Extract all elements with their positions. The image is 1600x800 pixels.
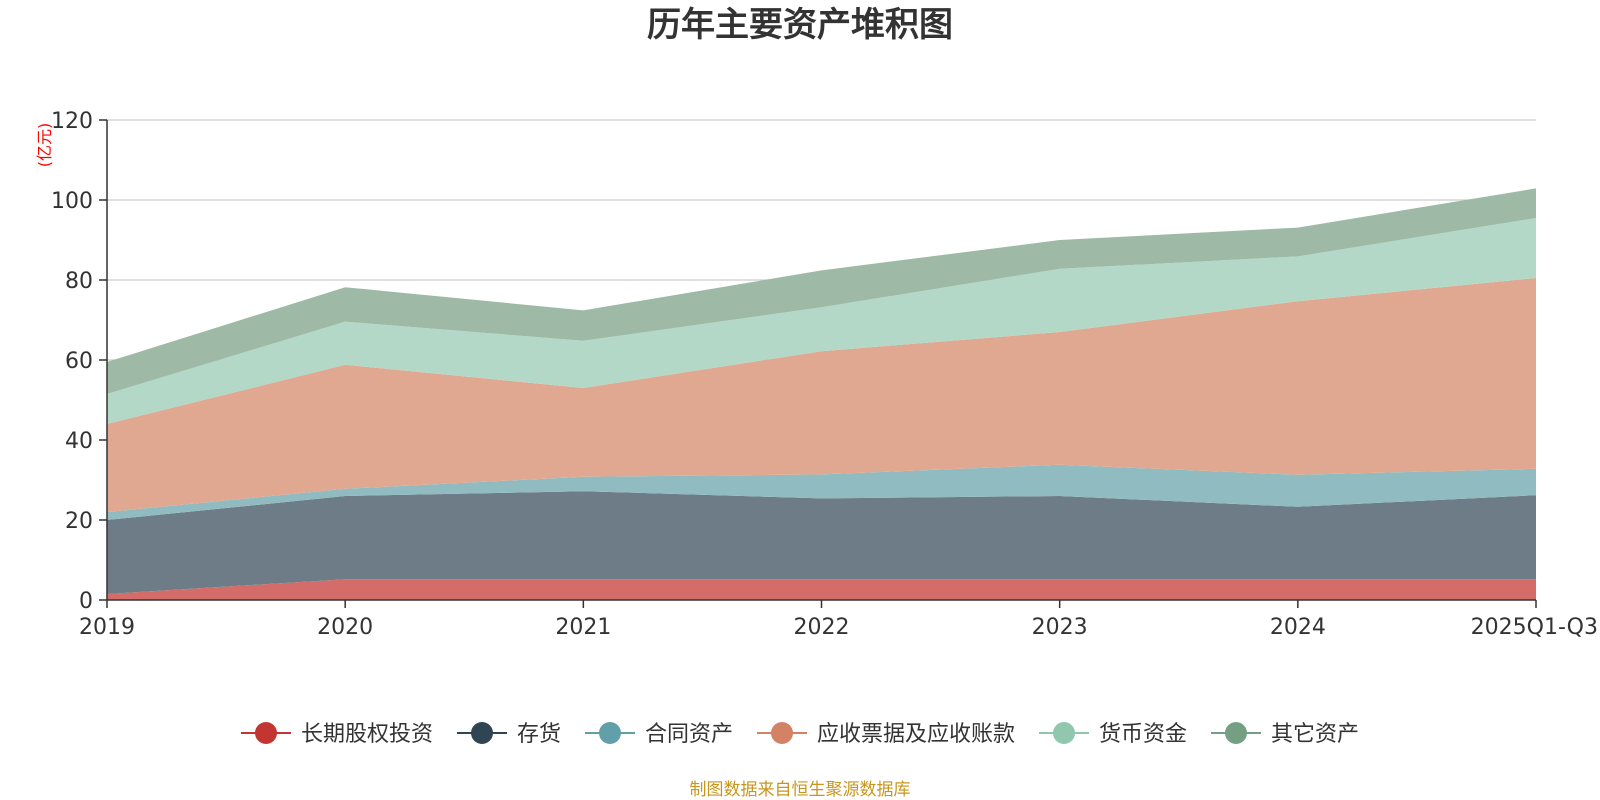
area-series-5 bbox=[107, 188, 1536, 394]
y-tick-label: 0 bbox=[79, 589, 93, 614]
legend-marker bbox=[255, 722, 277, 744]
legend-item[interactable]: 长期股权投资 bbox=[241, 722, 433, 747]
area-series-1 bbox=[107, 491, 1536, 594]
legend-marker bbox=[1225, 722, 1247, 744]
y-tick-label: 120 bbox=[51, 109, 93, 134]
area-series-3 bbox=[107, 278, 1536, 512]
legend-label: 货币资金 bbox=[1099, 722, 1187, 747]
area-series-2 bbox=[107, 464, 1536, 520]
y-tick-label: 100 bbox=[51, 189, 93, 214]
legend-item[interactable]: 合同资产 bbox=[585, 722, 733, 747]
legend-label: 长期股权投资 bbox=[301, 722, 433, 747]
y-tick-label: 60 bbox=[65, 349, 93, 374]
area-series bbox=[107, 188, 1536, 600]
legend-label: 存货 bbox=[517, 722, 561, 747]
area-series-0 bbox=[107, 579, 1536, 600]
y-axis-unit-label: (亿元) bbox=[35, 123, 54, 168]
legend-label: 其它资产 bbox=[1271, 722, 1359, 747]
x-tick-label: 2021 bbox=[555, 615, 611, 640]
x-tick-label: 2025Q1-Q3 bbox=[1471, 615, 1598, 640]
y-tick-label: 80 bbox=[65, 269, 93, 294]
y-tick-label: 20 bbox=[65, 509, 93, 534]
y-tick-label: 40 bbox=[65, 429, 93, 454]
legend-marker bbox=[771, 722, 793, 744]
legend-marker bbox=[1053, 722, 1075, 744]
chart-title: 历年主要资产堆积图 bbox=[647, 5, 953, 45]
legend-label: 合同资产 bbox=[645, 722, 733, 747]
legend-item[interactable]: 货币资金 bbox=[1039, 722, 1187, 747]
legend-item[interactable]: 存货 bbox=[457, 722, 561, 747]
axes: 0 20 40 60 80 100 120 2019 2020 2021 2022 2023 2024 2… bbox=[51, 109, 1598, 640]
legend-marker bbox=[471, 722, 493, 744]
area-series-4 bbox=[107, 218, 1536, 424]
x-tick-label: 2022 bbox=[794, 615, 850, 640]
x-tick-label: 2023 bbox=[1032, 615, 1088, 640]
legend-item[interactable]: 应收票据及应收账款 bbox=[757, 722, 1015, 747]
legend: 长期股权投资 存货 合同资产 应收票据及应收账款 货币资金 其它资产 bbox=[241, 722, 1359, 747]
legend-item[interactable]: 其它资产 bbox=[1211, 722, 1359, 747]
data-source-note: 制图数据来自恒生聚源数据库 bbox=[690, 780, 911, 800]
legend-marker bbox=[599, 722, 621, 744]
x-tick-label: 2019 bbox=[79, 615, 135, 640]
x-tick-label: 2020 bbox=[317, 615, 373, 640]
legend-label: 应收票据及应收账款 bbox=[817, 722, 1015, 747]
x-tick-label: 2024 bbox=[1270, 615, 1326, 640]
